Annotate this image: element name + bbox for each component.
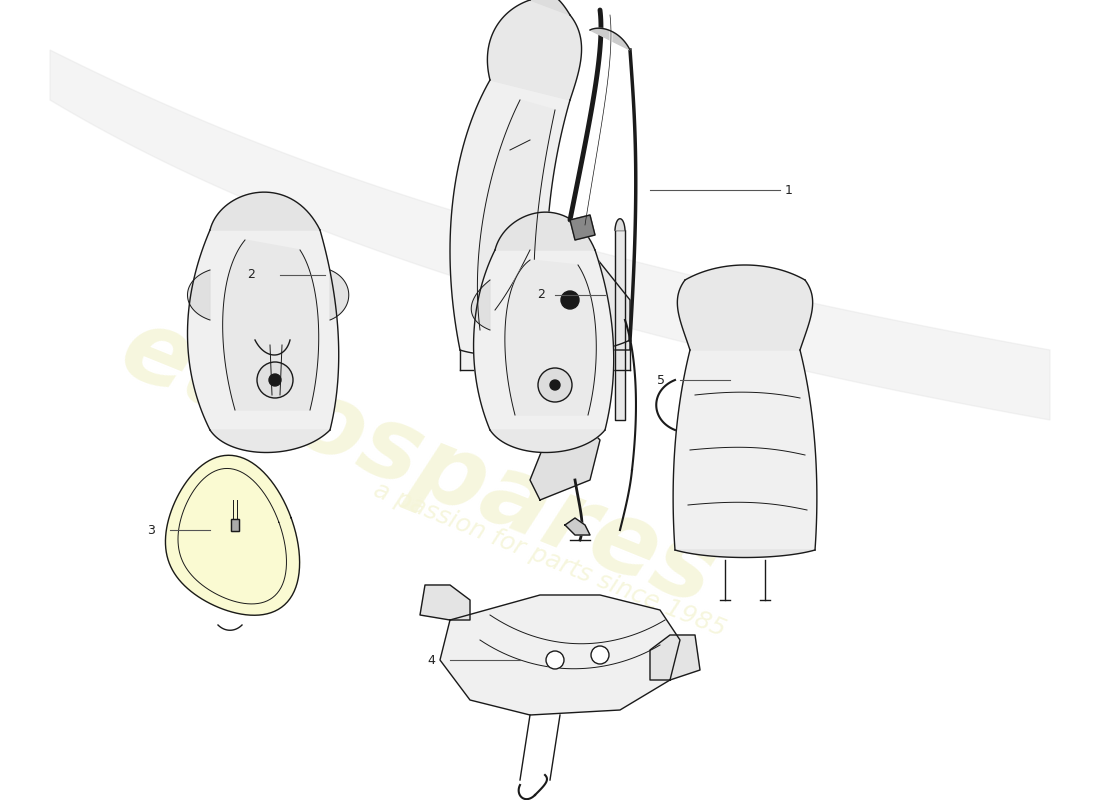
Polygon shape <box>210 192 320 230</box>
Polygon shape <box>570 215 595 240</box>
Polygon shape <box>530 420 600 500</box>
Polygon shape <box>495 212 595 250</box>
Polygon shape <box>477 100 556 330</box>
Polygon shape <box>440 595 680 715</box>
Circle shape <box>561 291 579 309</box>
Polygon shape <box>187 270 210 320</box>
Polygon shape <box>222 240 319 410</box>
Polygon shape <box>535 250 630 350</box>
Bar <box>231 519 239 531</box>
Polygon shape <box>460 340 630 370</box>
Circle shape <box>546 651 564 669</box>
Text: eurospares: eurospares <box>107 301 729 627</box>
Text: 5: 5 <box>657 374 665 386</box>
Polygon shape <box>210 430 330 453</box>
Polygon shape <box>490 430 605 453</box>
Polygon shape <box>474 250 614 430</box>
Text: 2: 2 <box>248 269 255 282</box>
Circle shape <box>550 380 560 390</box>
Polygon shape <box>420 585 470 620</box>
Circle shape <box>270 374 280 386</box>
Polygon shape <box>673 350 817 550</box>
Polygon shape <box>590 28 630 50</box>
Polygon shape <box>450 80 570 350</box>
Bar <box>231 519 239 531</box>
Circle shape <box>591 646 609 664</box>
Polygon shape <box>187 230 339 430</box>
Text: 3: 3 <box>147 523 155 537</box>
Text: 2: 2 <box>537 289 544 302</box>
Polygon shape <box>487 0 582 100</box>
Polygon shape <box>471 280 490 330</box>
Polygon shape <box>330 270 349 320</box>
Polygon shape <box>615 230 625 420</box>
Polygon shape <box>165 455 299 615</box>
Polygon shape <box>50 50 1050 420</box>
Text: 4: 4 <box>427 654 434 666</box>
Text: 1: 1 <box>785 183 793 197</box>
Polygon shape <box>678 265 813 350</box>
Circle shape <box>257 362 293 398</box>
Polygon shape <box>565 518 590 535</box>
Polygon shape <box>650 635 700 680</box>
Polygon shape <box>615 218 625 230</box>
Polygon shape <box>505 260 596 415</box>
Polygon shape <box>675 550 815 558</box>
Polygon shape <box>530 0 570 15</box>
Circle shape <box>538 368 572 402</box>
Text: a passion for parts since 1985: a passion for parts since 1985 <box>371 478 729 642</box>
